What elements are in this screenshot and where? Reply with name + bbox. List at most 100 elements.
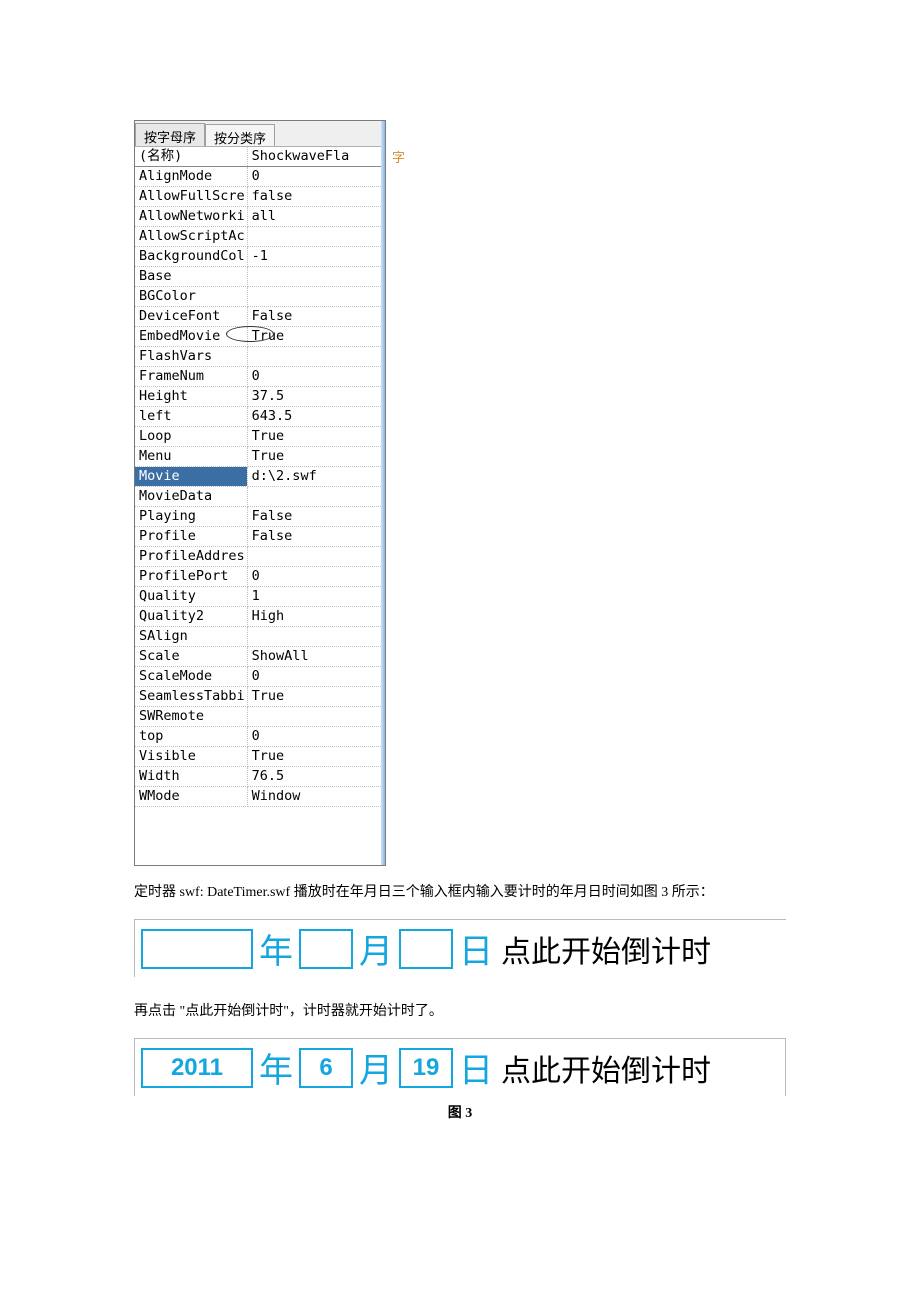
property-name: ProfileAddres [135, 547, 247, 567]
property-value[interactable]: Window [247, 787, 384, 807]
property-value[interactable] [247, 227, 384, 247]
day-label: 日 [453, 924, 499, 973]
property-row[interactable]: SWRemote [135, 707, 385, 727]
property-row[interactable]: ProfilePort0 [135, 567, 385, 587]
property-value[interactable]: 76.5 [247, 767, 384, 787]
property-row[interactable]: Width76.5 [135, 767, 385, 787]
property-row[interactable]: Quality1 [135, 587, 385, 607]
property-row[interactable]: Height37.5 [135, 387, 385, 407]
year-label: 年 [253, 924, 299, 973]
property-value[interactable]: 1 [247, 587, 384, 607]
tab-category[interactable]: 按分类序 [205, 124, 275, 146]
property-row[interactable]: ProfileAddres [135, 547, 385, 567]
property-row[interactable]: PlayingFalse [135, 507, 385, 527]
property-row[interactable]: top0 [135, 727, 385, 747]
property-row[interactable]: SeamlessTabbiTrue [135, 687, 385, 707]
property-row[interactable]: BGColor [135, 287, 385, 307]
property-value[interactable] [247, 547, 384, 567]
property-value[interactable]: True [247, 447, 384, 467]
property-value[interactable]: all [247, 207, 384, 227]
tab-bar: 按字母序 按分类序 [135, 121, 385, 147]
property-row[interactable]: LoopTrue [135, 427, 385, 447]
property-row[interactable]: Movied:\2.swf [135, 467, 385, 487]
property-row[interactable]: DeviceFontFalse [135, 307, 385, 327]
month-input-empty[interactable] [299, 929, 353, 969]
property-row[interactable]: MovieData [135, 487, 385, 507]
property-name: Visible [135, 747, 247, 767]
property-value[interactable]: High [247, 607, 384, 627]
property-value[interactable]: 0 [247, 167, 384, 187]
day-input[interactable]: 19 [399, 1048, 453, 1088]
property-name: SAlign [135, 627, 247, 647]
property-value[interactable]: ShockwaveFla [247, 147, 384, 167]
property-value[interactable]: False [247, 307, 384, 327]
start-label-2[interactable]: 点此开始倒计时 [501, 1046, 711, 1090]
property-row[interactable]: left643.5 [135, 407, 385, 427]
property-value[interactable]: 0 [247, 727, 384, 747]
property-name: AllowScriptAc [135, 227, 247, 247]
timer-filled-row: 2011 年 6 月 19 日 点此开始倒计时 [134, 1038, 786, 1096]
property-row[interactable]: FrameNum0 [135, 367, 385, 387]
property-name: FrameNum [135, 367, 247, 387]
property-value[interactable] [247, 627, 384, 647]
property-row[interactable]: SAlign [135, 627, 385, 647]
property-name: SeamlessTabbi [135, 687, 247, 707]
property-value[interactable] [247, 487, 384, 507]
property-value[interactable]: -1 [247, 247, 384, 267]
property-value[interactable]: 0 [247, 367, 384, 387]
property-value[interactable] [247, 347, 384, 367]
property-row[interactable]: Quality2High [135, 607, 385, 627]
property-value[interactable]: 0 [247, 567, 384, 587]
property-row[interactable]: MenuTrue [135, 447, 385, 467]
property-row[interactable]: (名称)ShockwaveFla [135, 147, 385, 167]
property-name: Base [135, 267, 247, 287]
property-value[interactable]: False [247, 507, 384, 527]
property-row[interactable]: BackgroundCol-1 [135, 247, 385, 267]
day-input-empty[interactable] [399, 929, 453, 969]
property-value[interactable]: 643.5 [247, 407, 384, 427]
property-row[interactable]: FlashVars [135, 347, 385, 367]
paragraph-2: 再点击 "点此开始倒计时"，计时器就开始计时了。 [134, 999, 786, 1024]
property-value[interactable]: True [247, 327, 384, 347]
property-name: left [135, 407, 247, 427]
truncated-glyph: 字 [392, 147, 404, 167]
property-name: BackgroundCol [135, 247, 247, 267]
property-value[interactable] [247, 287, 384, 307]
property-name: Quality2 [135, 607, 247, 627]
property-name: SWRemote [135, 707, 247, 727]
property-value[interactable]: 37.5 [247, 387, 384, 407]
property-value[interactable]: 0 [247, 667, 384, 687]
property-value[interactable] [247, 267, 384, 287]
property-name: DeviceFont [135, 307, 247, 327]
property-value[interactable]: False [247, 527, 384, 547]
tab-alpha[interactable]: 按字母序 [135, 123, 205, 146]
year-input-empty[interactable] [141, 929, 253, 969]
property-row[interactable]: Base [135, 267, 385, 287]
property-name: Width [135, 767, 247, 787]
property-row[interactable]: ScaleShowAll [135, 647, 385, 667]
property-name: Quality [135, 587, 247, 607]
property-row[interactable]: VisibleTrue [135, 747, 385, 767]
property-row[interactable]: WModeWindow [135, 787, 385, 807]
property-value[interactable] [247, 707, 384, 727]
year-input[interactable]: 2011 [141, 1048, 253, 1088]
start-label[interactable]: 点此开始倒计时 [501, 927, 711, 971]
paragraph-1: 定时器 swf: DateTimer.swf 播放时在年月日三个输入框内输入要计… [134, 880, 786, 905]
property-name: Playing [135, 507, 247, 527]
property-value[interactable]: True [247, 427, 384, 447]
property-value[interactable]: false [247, 187, 384, 207]
property-value[interactable]: d:\2.swf [247, 467, 384, 487]
property-row[interactable]: ScaleMode0 [135, 667, 385, 687]
property-value[interactable]: True [247, 687, 384, 707]
property-row[interactable]: AllowScriptAc [135, 227, 385, 247]
property-value[interactable]: True [247, 747, 384, 767]
property-value[interactable]: ShowAll [247, 647, 384, 667]
property-name: EmbedMovie [135, 327, 247, 347]
property-row[interactable]: AllowNetworkiall [135, 207, 385, 227]
property-row[interactable]: AllowFullScrefalse [135, 187, 385, 207]
property-row[interactable]: ProfileFalse [135, 527, 385, 547]
month-input[interactable]: 6 [299, 1048, 353, 1088]
property-name: ProfilePort [135, 567, 247, 587]
property-row[interactable]: AlignMode0 [135, 167, 385, 187]
property-row[interactable]: EmbedMovieTrue [135, 327, 385, 347]
